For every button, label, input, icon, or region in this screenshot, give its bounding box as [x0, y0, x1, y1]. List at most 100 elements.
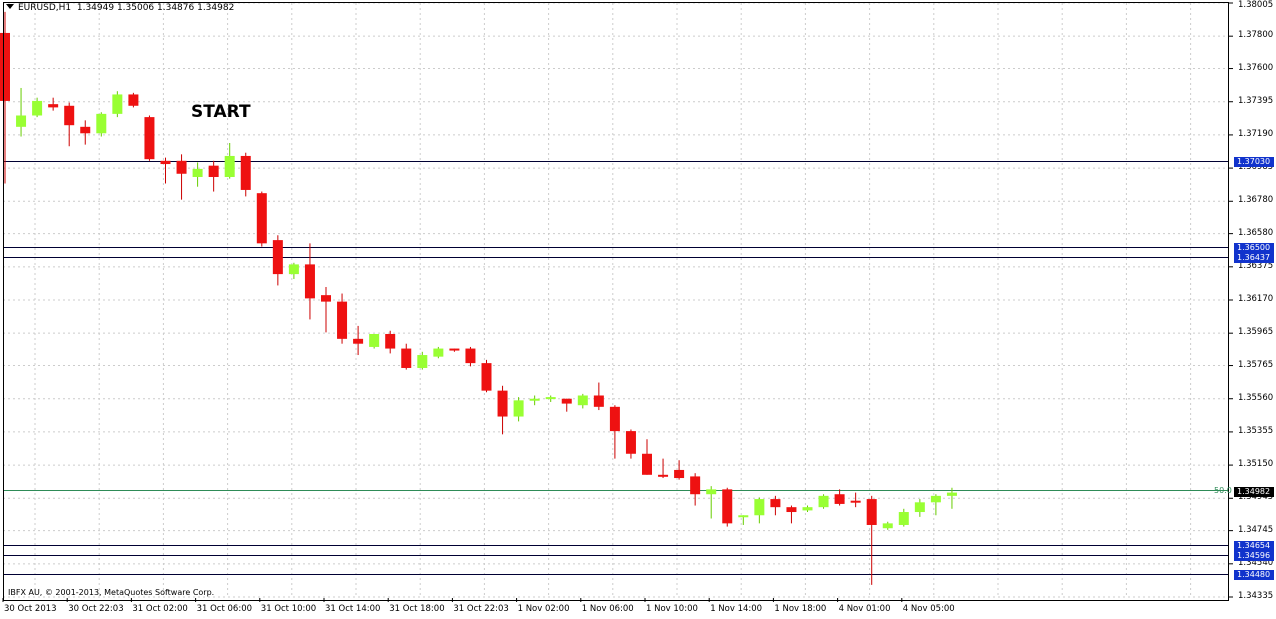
- dropdown-triangle-icon[interactable]: [6, 4, 14, 9]
- bearish-candle: [64, 105, 75, 126]
- bearish-candle: [144, 117, 155, 160]
- bullish-candle: [577, 395, 588, 406]
- time-tick-label: 4 Nov 05:00: [902, 604, 955, 614]
- bearish-candle: [609, 406, 620, 432]
- bullish-candle: [513, 400, 524, 417]
- bearish-candle: [674, 469, 685, 479]
- bearish-candle: [866, 499, 877, 525]
- bearish-candle: [593, 395, 604, 407]
- bearish-candle: [385, 333, 396, 349]
- time-tick-label: 30 Oct 2013: [4, 604, 57, 614]
- bullish-candle: [192, 168, 203, 177]
- bullish-candle: [914, 502, 925, 513]
- price-tick-label: 1.34540: [1238, 557, 1274, 568]
- bearish-candle: [128, 94, 139, 106]
- price-tick-label: 1.36580: [1238, 227, 1274, 238]
- chart-header: EURUSD,H1 1.34949 1.35006 1.34876 1.3498…: [6, 3, 234, 13]
- time-tick-label: 1 Nov 14:00: [710, 604, 763, 614]
- bearish-candle: [449, 348, 460, 351]
- bullish-candle: [369, 333, 380, 347]
- bearish-candle: [80, 126, 91, 134]
- bearish-candle: [625, 431, 636, 454]
- price-tick-label: 1.35150: [1238, 459, 1274, 470]
- bullish-candle: [96, 113, 107, 134]
- price-tick-label: 1.36170: [1238, 294, 1274, 304]
- bearish-candle: [561, 398, 572, 404]
- bullish-candle: [224, 155, 235, 177]
- bearish-candle: [272, 240, 283, 275]
- bearish-candle: [353, 338, 364, 344]
- price-tick-label: 1.35560: [1238, 392, 1274, 403]
- bearish-candle: [160, 160, 171, 165]
- price-tick-label: 1.35355: [1238, 425, 1274, 436]
- bearish-candle: [770, 499, 781, 508]
- bearish-candle: [401, 348, 412, 368]
- time-tick-label: 1 Nov 18:00: [774, 604, 827, 614]
- price-tick-label: 1.34745: [1238, 524, 1274, 535]
- price-tick-label: 1.38005: [1238, 0, 1274, 10]
- time-tick-label: 1 Nov 02:00: [517, 604, 570, 614]
- price-tick-label: 1.35765: [1238, 359, 1274, 370]
- bearish-candle: [834, 494, 845, 504]
- bullish-candle: [898, 512, 909, 525]
- fib-level-label: 50.0: [1214, 486, 1232, 495]
- price-tick-label: 1.35965: [1238, 327, 1274, 338]
- price-tick-label: 1.37800: [1238, 30, 1274, 41]
- bearish-candle: [208, 165, 219, 177]
- time-tick-label: 30 Oct 22:03: [68, 604, 124, 614]
- level-price-tag: 1.36437: [1234, 252, 1274, 263]
- level-price-tag: 1.34596: [1234, 550, 1274, 561]
- bearish-candle: [481, 363, 492, 391]
- bearish-candle: [176, 160, 187, 174]
- ohlc-values: 1.34949 1.35006 1.34876 1.34982: [76, 3, 235, 13]
- bearish-candle: [304, 264, 315, 299]
- bearish-candle: [48, 104, 59, 108]
- bearish-candle: [497, 390, 508, 417]
- bearish-candle: [0, 32, 10, 101]
- level-price-tag: 1.37030: [1234, 156, 1274, 167]
- bearish-candle: [690, 476, 701, 495]
- level-price-tag: 1.36500: [1234, 242, 1274, 253]
- bearish-candle: [722, 489, 733, 524]
- bullish-candle: [433, 348, 444, 357]
- current-price-tag: 1.34982: [1234, 487, 1274, 498]
- price-tick-label: 1.37600: [1238, 62, 1274, 73]
- time-tick-label: 4 Nov 01:00: [838, 604, 891, 614]
- level-price-tag: 1.34654: [1234, 540, 1274, 551]
- bullish-candle: [754, 499, 765, 516]
- bearish-candle: [321, 295, 331, 302]
- bullish-candle: [32, 100, 43, 116]
- price-tick-label: 1.36985: [1238, 162, 1274, 173]
- bullish-candle: [818, 495, 829, 508]
- bullish-candle: [738, 515, 749, 518]
- bullish-candle: [112, 94, 123, 114]
- price-tick-label: 1.36375: [1238, 260, 1274, 271]
- price-tick-label: 1.36780: [1238, 195, 1274, 206]
- time-tick-label: 31 Oct 06:00: [196, 604, 253, 614]
- bullish-candle: [930, 495, 941, 503]
- time-tick-label: 31 Oct 10:00: [260, 604, 317, 614]
- bullish-candle: [802, 507, 813, 511]
- time-tick-label: 1 Nov 06:00: [581, 604, 634, 614]
- bearish-candle: [642, 453, 652, 475]
- bearish-candle: [850, 500, 861, 503]
- bearish-candle: [256, 193, 267, 244]
- time-tick-label: 31 Oct 22:03: [453, 604, 509, 614]
- bullish-candle: [288, 264, 299, 275]
- time-tick-label: 31 Oct 14:00: [325, 604, 381, 614]
- copyright-footer: IBFX AU, © 2001-2013, MetaQuotes Softwar…: [8, 588, 215, 597]
- level-price-tag: 1.34480: [1234, 569, 1274, 580]
- bullish-candle: [946, 492, 957, 496]
- bullish-candle: [882, 523, 893, 529]
- price-tick-label: 1.37395: [1238, 95, 1274, 106]
- start-annotation: START: [191, 102, 251, 122]
- bearish-candle: [337, 301, 348, 339]
- bearish-candle: [786, 507, 797, 513]
- bullish-candle: [417, 355, 428, 368]
- bullish-candle: [16, 115, 27, 127]
- bullish-candle: [529, 398, 540, 401]
- time-tick-label: 31 Oct 18:00: [389, 604, 445, 614]
- bullish-candle: [706, 489, 717, 495]
